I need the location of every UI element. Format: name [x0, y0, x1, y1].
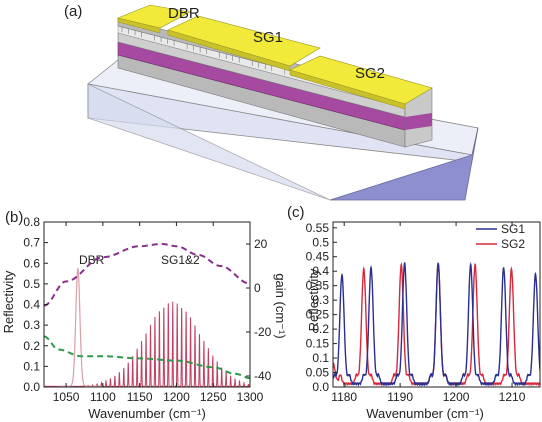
panel-a-label: (a)	[64, 3, 82, 20]
y-tick-label: 0.1	[23, 359, 40, 373]
panel-c: (c) Reflectivity Wavenumber (cm⁻¹) 1180 1…	[287, 204, 541, 421]
panel-b-ylabel: Reflectivity	[1, 270, 16, 333]
panel-c-ylabel: Reflectivity	[306, 268, 321, 331]
x-tick-label: 1100	[90, 390, 116, 404]
panel-b-plot: 1050 1100 1150 1200 1250 1300 0.0 0.1 0.2 0.3 0.4 0…	[23, 215, 271, 404]
panel-c-label: (c)	[287, 204, 305, 221]
panel-b-xlabel: Wavenumber (cm⁻¹)	[88, 406, 206, 421]
series-line-sg2	[333, 262, 540, 387]
x-tick-label: 1300	[237, 390, 264, 404]
x-tick-label: 1250	[200, 390, 227, 404]
panel-b-annotation-sg: SG1&2	[161, 253, 200, 267]
x-tick-label: 1210	[499, 390, 526, 404]
panel-c-plot: 1180 1190 1200 12100.00.050.10.150.20.250.3…	[306, 221, 541, 404]
gain-green-line	[43, 335, 251, 380]
panel-a: (a) DBR SG1 SG2	[64, 3, 479, 201]
label-sg2: SG2	[355, 65, 385, 82]
y-tick-label: 0.8	[23, 215, 40, 229]
x-tick-label: 1200	[443, 390, 470, 404]
y-tick-label: 0.5	[23, 277, 40, 291]
y-tick-label: 0.05	[306, 366, 330, 380]
x-tick-label: 1050	[53, 390, 80, 404]
panel-b: (b) Reflectivity gain (cm⁻¹) Wavenumber …	[1, 209, 288, 421]
y-tick-label: 0.3	[23, 318, 40, 332]
series-line-sg1	[333, 261, 540, 387]
panel-b-y2label: gain (cm⁻¹)	[273, 273, 288, 338]
label-sg1: SG1	[253, 29, 283, 46]
legend-label-sg1: SG1	[501, 222, 525, 236]
panel-b-annotation-dbr: DBR	[79, 253, 105, 267]
y-tick-label: 0.2	[312, 322, 329, 336]
substrate-front-slope	[87, 83, 331, 201]
y-tick-label: 0.2	[23, 339, 40, 353]
label-dbr: DBR	[168, 5, 200, 22]
ridge-end-core	[405, 113, 432, 130]
y-tick-label: 0.0	[312, 380, 329, 394]
panel-b-frame	[43, 221, 251, 388]
y-tick-label: 0.7	[23, 236, 40, 250]
y2-tick-label: 0	[254, 281, 261, 295]
panel-c-frame	[332, 221, 541, 388]
panel-c-legend: SG1 SG2	[476, 222, 525, 251]
substrate-side	[329, 127, 479, 201]
panel-c-xlabel: Wavenumber (cm⁻¹)	[366, 406, 484, 421]
y-tick-label: 0.35	[306, 279, 330, 293]
y-tick-label: 0.5	[312, 235, 329, 249]
panel-b-label: (b)	[5, 209, 23, 226]
y-tick-label: 0.6	[23, 256, 40, 270]
y-tick-label: 0.3	[312, 293, 329, 307]
x-tick-label: 1200	[163, 390, 190, 404]
gain-purple-line	[43, 243, 251, 307]
y2-tick-label: 20	[254, 237, 268, 251]
electrode-dbr-front	[117, 17, 161, 34]
y-tick-label: 0.25	[306, 308, 330, 322]
dbr-peak-line	[58, 267, 103, 387]
x-tick-label: 1180	[331, 390, 357, 404]
y-tick-label: 0.1	[312, 351, 329, 365]
y-tick-label: 0.4	[312, 264, 329, 278]
y-tick-label: 0.4	[23, 298, 40, 312]
y-tick-label: 0.45	[306, 250, 330, 264]
y-tick-label: 0.0	[23, 380, 40, 394]
y2-tick-label: -20	[254, 325, 272, 339]
y2-tick-label: -40	[254, 369, 272, 383]
legend-label-sg2: SG2	[501, 237, 525, 251]
y-tick-label: 0.15	[306, 337, 330, 351]
x-tick-label: 1190	[387, 390, 413, 404]
y-tick-label: 0.55	[306, 221, 330, 235]
electrode-sg2-front	[289, 69, 406, 110]
x-tick-label: 1150	[127, 390, 153, 404]
